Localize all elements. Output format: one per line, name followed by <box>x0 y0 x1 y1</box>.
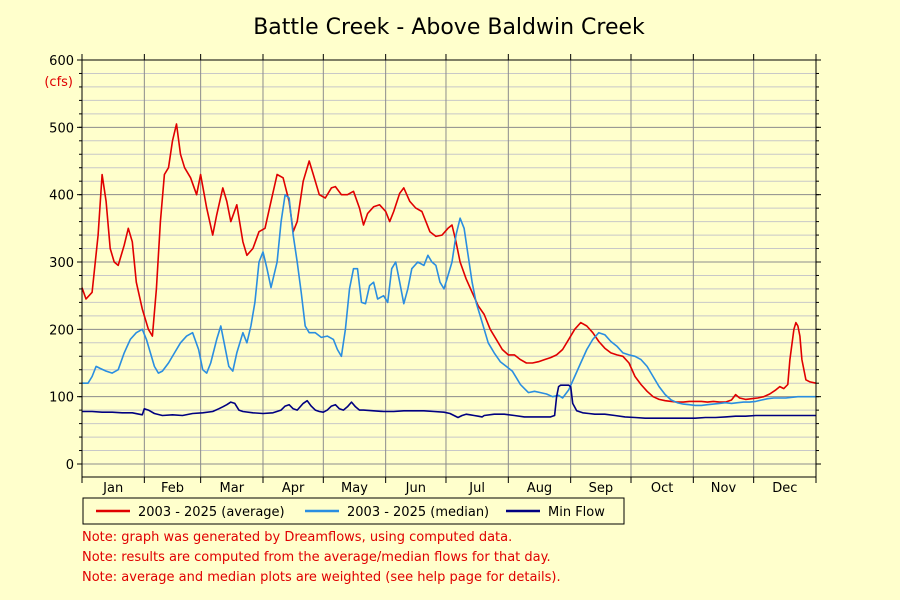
x-tick-label: Apr <box>282 481 305 496</box>
legend: 2003 - 2025 (average) 2003 - 2025 (median… <box>82 497 625 525</box>
legend-label-1: 2003 - 2025 (median) <box>347 505 489 520</box>
axes: 0 100 200 300 400 500 600 Jan Feb Mar Apr May Jun Jul… <box>49 54 821 496</box>
y-tick-label: 600 <box>49 54 74 69</box>
series-line-0 <box>81 123 817 403</box>
x-tick-label: Jun <box>405 481 426 496</box>
note-line: Note: graph was generated by Dreamflows,… <box>82 530 513 545</box>
series-line-2 <box>82 384 816 419</box>
y-tick-label: 300 <box>49 256 74 271</box>
y-tick-label: 0 <box>66 458 74 473</box>
chart-title: Battle Creek - Above Baldwin Creek <box>253 15 645 40</box>
y-tick-label: 500 <box>49 121 74 136</box>
x-tick-label: May <box>341 481 368 496</box>
series-line-1 <box>82 193 816 407</box>
x-tick-label: Mar <box>220 481 245 496</box>
x-tick-label: Aug <box>527 481 552 496</box>
y-axis-unit-label: (cfs) <box>44 75 73 90</box>
y-tick-label: 100 <box>49 391 74 406</box>
grid-lines <box>81 59 817 477</box>
note-line: Note: results are computed from the aver… <box>82 550 551 565</box>
plot-area <box>82 60 816 477</box>
notes: Note: graph was generated by Dreamflows,… <box>82 528 561 588</box>
legend-label-0: 2003 - 2025 (average) <box>138 505 285 520</box>
y-tick-label: 400 <box>49 189 74 204</box>
x-tick-label: Dec <box>772 481 797 496</box>
x-tick-label: Feb <box>161 481 184 496</box>
legend-label-2: Min Flow <box>548 505 605 520</box>
x-tick-label: Sep <box>589 481 614 496</box>
series-layer <box>81 123 817 419</box>
x-tick-label: Nov <box>711 481 737 496</box>
plot-background <box>82 60 816 477</box>
plot-frame <box>81 59 817 478</box>
note-line: Note: average and median plots are weigh… <box>82 570 561 585</box>
y-tick-label: 200 <box>49 323 74 338</box>
x-tick-label: Jan <box>102 481 123 496</box>
x-tick-label: Oct <box>651 481 673 496</box>
x-tick-label: Jul <box>468 481 485 496</box>
